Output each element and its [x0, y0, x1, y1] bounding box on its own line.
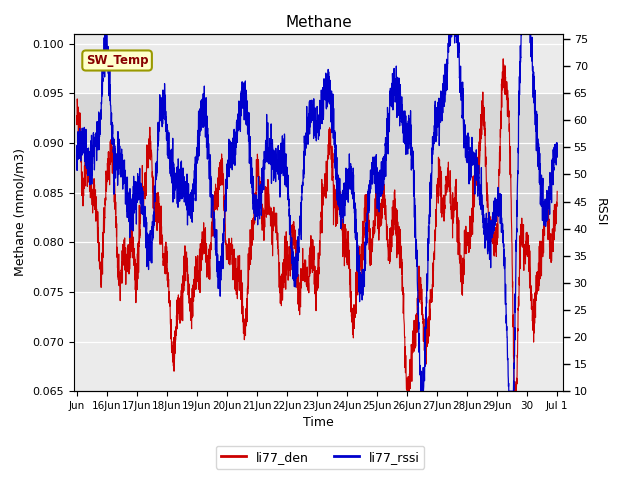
Y-axis label: Methane (mmol/m3): Methane (mmol/m3) [13, 148, 27, 276]
Text: SW_Temp: SW_Temp [86, 54, 148, 67]
Y-axis label: RSSI: RSSI [594, 198, 607, 227]
Title: Methane: Methane [285, 15, 352, 30]
Bar [74, 93, 563, 292]
X-axis label: Time: Time [303, 417, 334, 430]
Legend: li77_den, li77_rssi: li77_den, li77_rssi [216, 446, 424, 469]
